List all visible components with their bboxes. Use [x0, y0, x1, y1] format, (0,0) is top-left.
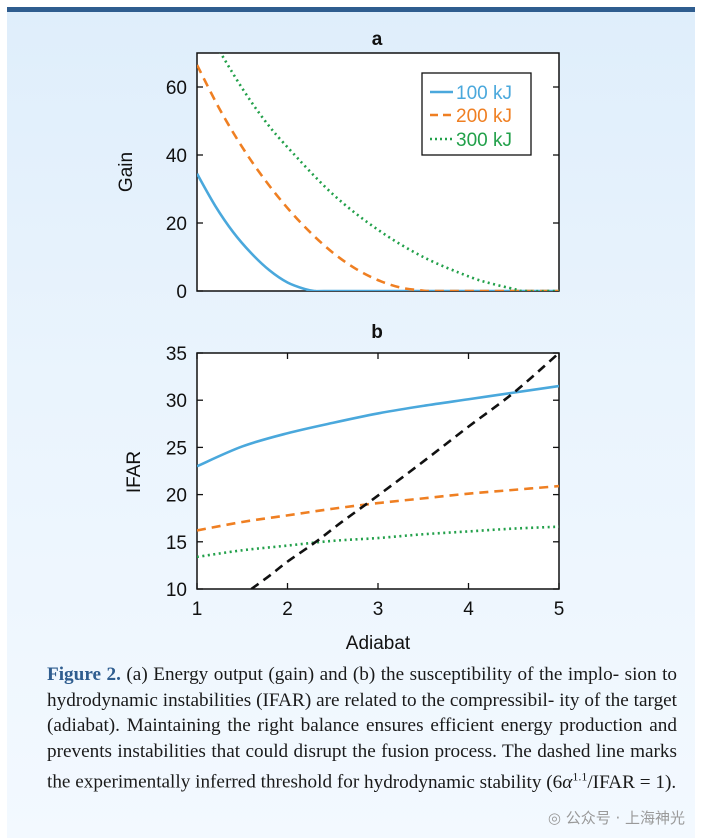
panel-a-ytick-label: 0 [176, 282, 187, 303]
panel-a-series-300kJ [219, 53, 559, 291]
panel-b-xtick-label: 3 [373, 599, 384, 620]
panel-b-plot-area [196, 352, 560, 590]
panel-a-ylabel: Gain [116, 152, 137, 192]
panel-b-xtick-label: 2 [282, 599, 293, 620]
figure-caption: Figure 2. (a) Energy output (gain) and (… [47, 662, 677, 795]
caption-exponent: 1.1 [572, 769, 588, 784]
panel-b-title: b [371, 322, 383, 343]
panel-b-ytick-label: 25 [166, 438, 187, 459]
panel-b-xtick-label: 4 [463, 599, 474, 620]
panel-b-ytick-label: 10 [166, 580, 187, 601]
panel-a-ytick-label: 60 [166, 78, 187, 99]
panel-b-chart: b 10 15 20 25 30 35 1 2 3 4 5 IFAR Adiabat [124, 322, 564, 654]
panel-b-series-threshold [250, 353, 559, 589]
caption-line-6-pre: hydrodynamic stability (6 [364, 771, 563, 793]
panel-a-ytick-label: 40 [166, 146, 187, 167]
caption-line-3: ity of the target (adiabat). Maintaining… [47, 689, 678, 737]
panel-a-series-100kJ [197, 173, 559, 291]
watermark: ◎ 公众号 · 上海神光 [548, 807, 685, 828]
caption-line-4: energy production and prevents instabili… [47, 715, 677, 762]
panel-b-series-200kJ [197, 484, 559, 532]
panel-a-ytick-label: 20 [166, 214, 187, 235]
caption-line-1: (a) Energy output (gain) and (b) the sus… [126, 664, 620, 685]
panel-b-ytick-label: 30 [166, 391, 187, 412]
panel-b-series-300kJ [197, 525, 559, 559]
panel-a-legend: 100 kJ 200 kJ 300 kJ [421, 72, 532, 156]
legend-box [421, 72, 532, 156]
legend-label-100kj: 100 kJ [456, 83, 512, 104]
top-rule [7, 7, 695, 12]
panel-b-ytick-label: 20 [166, 486, 187, 507]
panel-b-ytick-label: 15 [166, 533, 187, 554]
panel-b-xtick-label: 1 [192, 599, 203, 620]
legend-label-300kj: 300 kJ [456, 130, 512, 151]
caption-line-6: hydrodynamic stability (6α1.1/IFAR = 1). [364, 769, 677, 793]
panel-b-series-100kJ [197, 384, 559, 468]
figure-label: Figure 2. [47, 664, 121, 685]
panel-b-xlabel: Adiabat [346, 633, 411, 654]
watermark-text: 公众号 · 上海神光 [565, 809, 685, 827]
panel-b-ylabel: IFAR [124, 451, 145, 493]
figure-charts: a 0 20 40 60 Gain 100 kJ 200 kJ 300 kJ b 10… [116, 29, 564, 654]
caption-line-5: process. The dashed line marks the exper… [47, 740, 677, 793]
legend-label-200kj: 200 kJ [456, 106, 512, 127]
caption-alpha: α [562, 771, 573, 793]
panel-b-ytick-label: 35 [166, 344, 187, 365]
wechat-icon: ◎ [547, 809, 566, 827]
panel-a-chart: a 0 20 40 60 Gain 100 kJ 200 kJ 300 kJ [116, 29, 560, 303]
caption-line-2: sion to hydrodynamic instabilities (IFAR… [47, 664, 678, 711]
panel-b-xtick-label: 5 [554, 599, 565, 620]
panel-a-title: a [372, 29, 383, 50]
caption-line-6-post: /IFAR = 1). [587, 771, 677, 793]
